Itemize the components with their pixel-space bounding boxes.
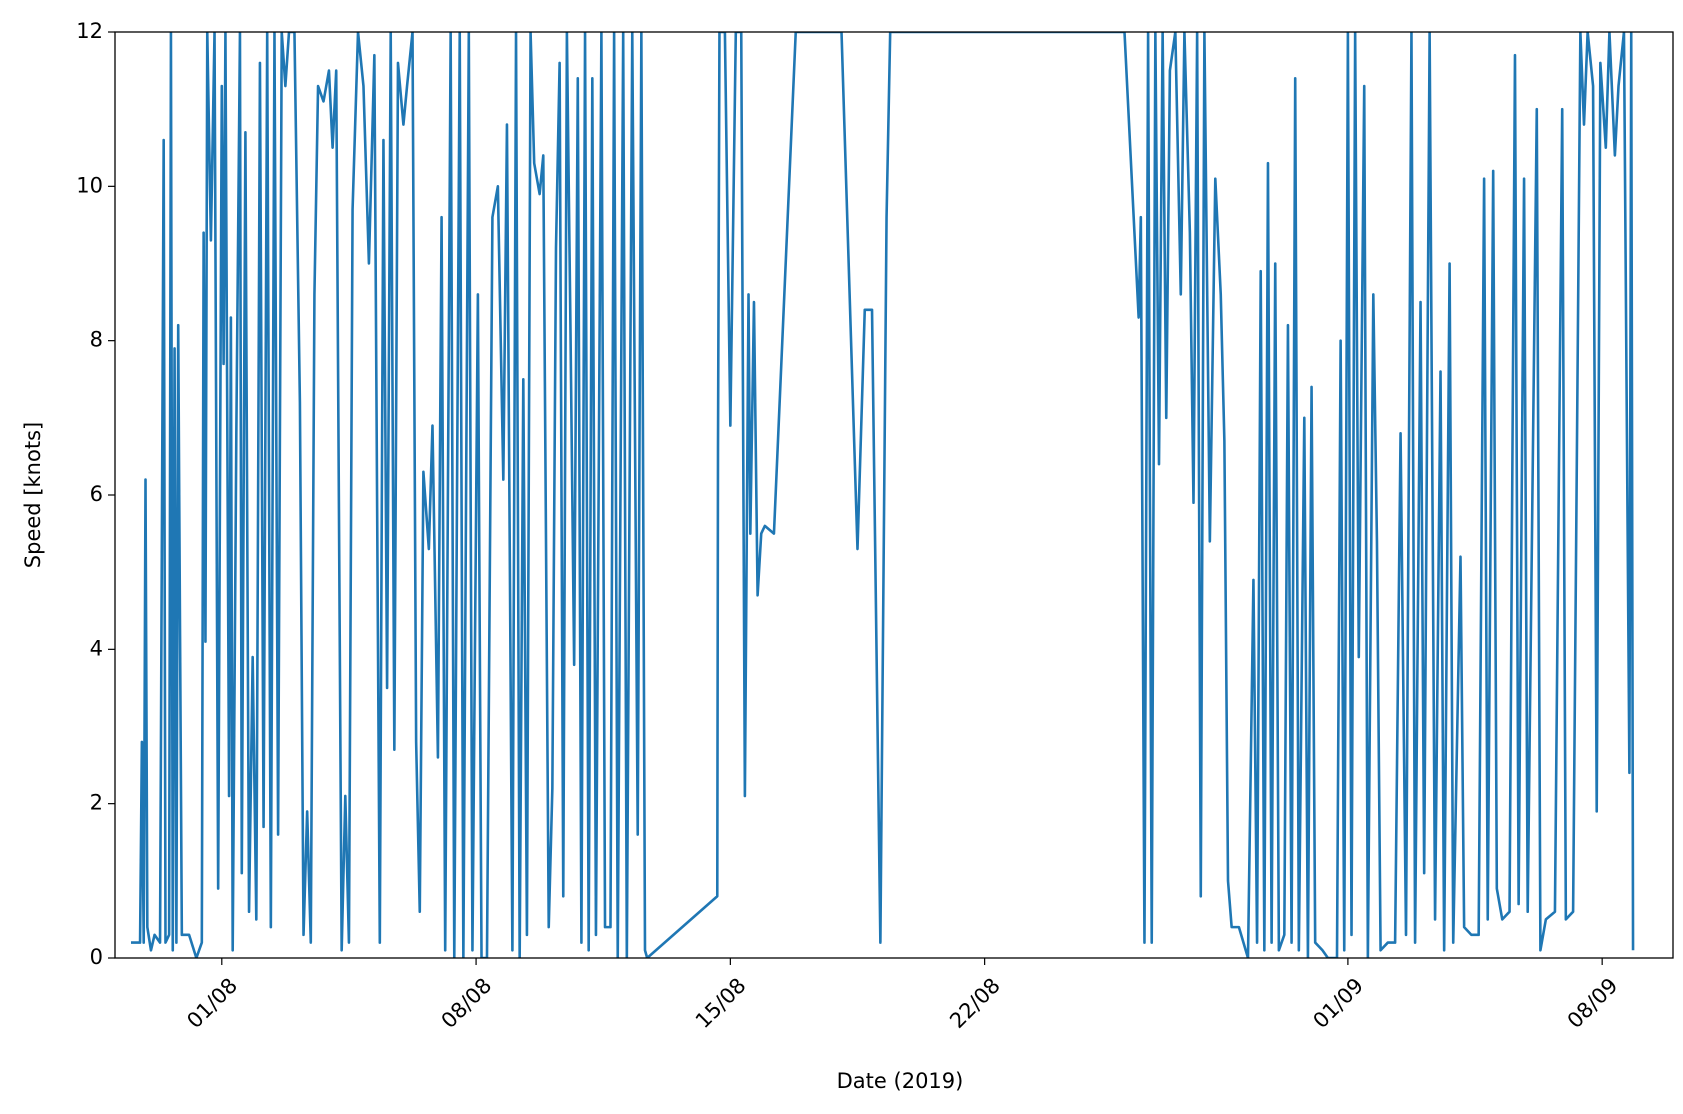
x-tick-label: 01/08: [182, 973, 242, 1033]
x-axis-title: Date (2019): [837, 1069, 964, 1093]
y-tick-label: 6: [90, 482, 103, 506]
y-tick-label: 4: [90, 636, 103, 660]
y-tick-label: 8: [90, 328, 103, 352]
y-tick-label: 10: [76, 173, 103, 197]
x-tick-label: 08/09: [1563, 973, 1623, 1033]
plot-frame: [114, 31, 1674, 959]
speed-line: [130, 32, 1635, 958]
x-tick-label: 22/08: [945, 973, 1005, 1033]
x-tick-label: 15/08: [691, 973, 751, 1033]
x-tick-label: 08/08: [437, 973, 497, 1033]
y-axis-title: Speed [knots]: [21, 422, 45, 568]
y-tick-label: 12: [76, 19, 103, 43]
x-tick-label: 01/09: [1308, 973, 1368, 1033]
y-tick-label: 2: [90, 791, 103, 815]
y-tick-label: 0: [90, 945, 103, 969]
